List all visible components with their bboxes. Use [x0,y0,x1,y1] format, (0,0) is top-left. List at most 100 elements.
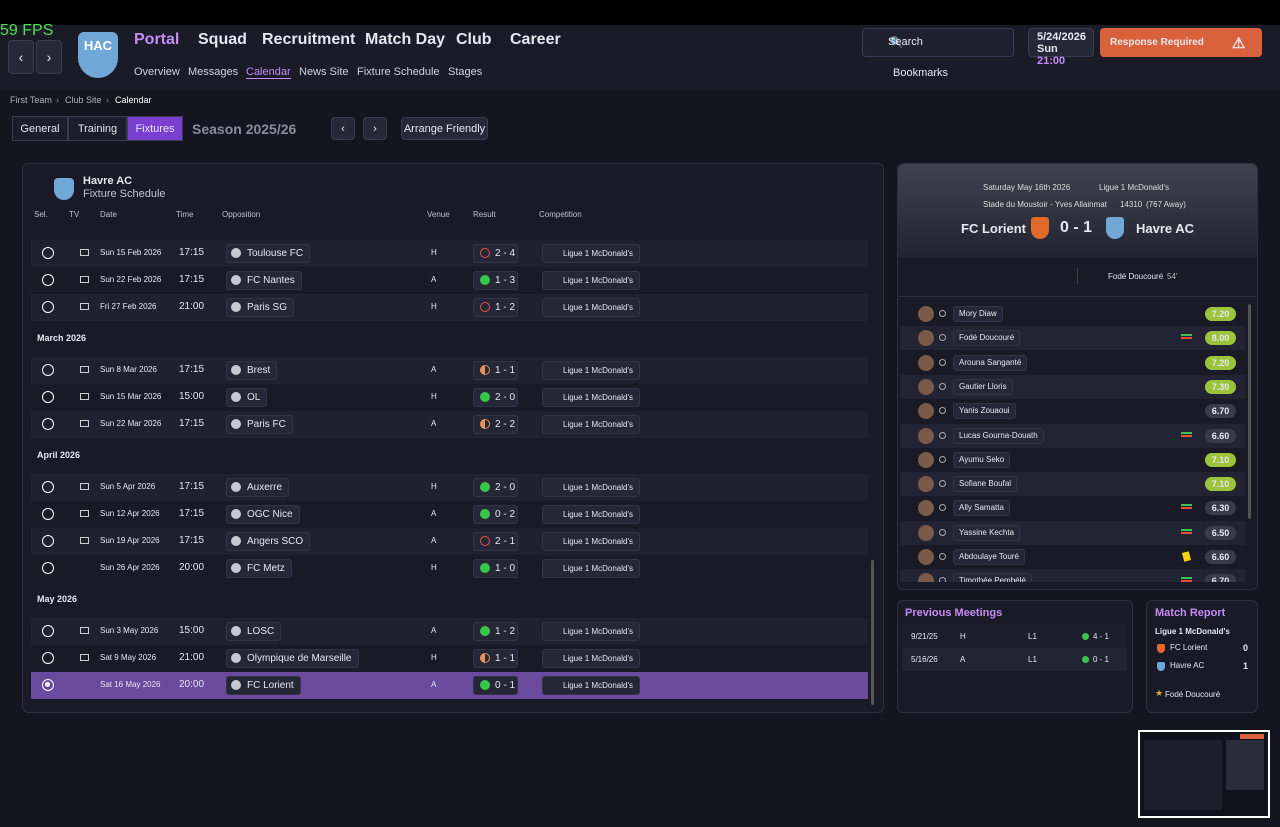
select-radio[interactable] [42,625,54,637]
venue: A [431,365,437,374]
opponent-chip[interactable]: Olympique de Marseille [226,649,359,668]
menu-item[interactable]: Portal [134,31,180,48]
submenu-item[interactable]: Overview [134,66,180,78]
fixture-row[interactable] [31,501,868,528]
player-row[interactable]: Ally Samatta 6.30 [900,496,1245,520]
prev-season[interactable]: ‹ [331,117,355,140]
select-radio[interactable] [42,418,54,430]
next-season[interactable]: › [363,117,387,140]
competition-chip[interactable]: Ligue 1 McDonald's [542,478,641,497]
fixture-row[interactable] [31,384,868,411]
menu-item[interactable]: Club [456,31,492,48]
select-radio[interactable] [42,274,54,286]
select-radio[interactable] [42,481,54,493]
fixture-row[interactable] [31,672,868,699]
competition-chip[interactable]: Ligue 1 McDonald's [542,271,641,290]
player-row[interactable]: Yassine Kechta 6.50 [900,520,1245,545]
tab[interactable]: Training [68,116,127,141]
player-row[interactable]: Gautier Lloris 7.30 [900,374,1245,399]
arrange-friendly[interactable]: Arrange Friendly [401,117,488,140]
select-radio[interactable] [42,679,54,691]
opponent-chip[interactable]: FC Nantes [226,271,302,290]
fixture-row[interactable] [31,294,868,321]
opponent-chip[interactable]: Paris FC [226,415,293,434]
alert-button[interactable]: Response Required ⚠ [1100,28,1262,57]
competition-chip[interactable]: Ligue 1 McDonald's [542,298,641,317]
submenu-item[interactable]: Stages [448,66,483,78]
competition-chip[interactable]: Ligue 1 McDonald's [542,532,641,551]
select-radio[interactable] [42,364,54,376]
select-radio[interactable] [42,508,54,520]
tab[interactable]: Fixtures [127,116,183,141]
competition-chip[interactable]: Ligue 1 McDonald's [542,415,641,434]
fixture-row[interactable] [31,240,868,267]
fixture-row[interactable] [31,267,868,294]
player-row[interactable]: Mory Diaw 7.20 [900,302,1245,326]
back-button[interactable]: ‹ [8,40,34,74]
submenu-item[interactable]: Fixture Schedule [357,66,440,78]
date: Sat 16 May 2026 [100,680,161,689]
menu-item[interactable]: Match Day [365,31,446,48]
player-row[interactable]: Lucas Gourna-Douath 6.60 [900,423,1245,448]
breadcrumb-item[interactable]: First Team [10,95,52,105]
competition-chip[interactable]: Ligue 1 McDonald's [542,649,641,668]
opponent-chip[interactable]: Paris SG [226,298,295,317]
select-radio[interactable] [42,301,54,313]
select-radio[interactable] [42,247,54,259]
opponent-chip[interactable]: Toulouse FC [226,244,311,263]
player-row[interactable]: Ayumu Seko 7.10 [900,448,1245,472]
date-box[interactable]: 5/24/2026 Sun 21:00 [1028,28,1094,67]
competition-chip[interactable]: Ligue 1 McDonald's [542,244,641,263]
fixture-row[interactable] [31,357,868,384]
competition-chip[interactable]: Ligue 1 McDonald's [542,388,641,407]
select-radio[interactable] [42,391,54,403]
submenu-item[interactable]: Calendar [246,66,291,79]
select-radio[interactable] [42,562,54,574]
meeting-row[interactable] [902,648,1127,671]
player-row[interactable]: Timothée Pembélé 6.70 [900,569,1245,582]
home-team[interactable]: FC Lorient [961,221,1026,236]
select-radio[interactable] [42,535,54,547]
competition-chip[interactable]: Ligue 1 McDonald's [542,505,641,524]
fixture-row[interactable] [31,555,868,582]
fixture-row[interactable] [31,474,868,501]
competition-chip[interactable]: Ligue 1 McDonald's [542,361,641,380]
competition-chip[interactable]: Ligue 1 McDonald's [542,622,641,641]
opponent-chip[interactable]: OGC Nice [226,505,300,524]
season[interactable]: Season 2025/26 [192,121,297,137]
player-row[interactable]: Sofiane Boufal 7.10 [900,472,1245,497]
fixture-row[interactable] [31,528,868,555]
opponent-chip[interactable]: Brest [226,361,278,380]
fixture-row[interactable] [31,618,868,645]
player-row[interactable]: Arouna Sanganté 7.20 [900,351,1245,375]
meeting-row[interactable] [902,625,1127,648]
player-row[interactable]: Abdoulaye Touré 6.60 [900,545,1245,569]
fixture-row[interactable] [31,411,868,438]
player-row[interactable]: Yanis Zouaoui 6.70 [900,399,1245,423]
tab[interactable]: General [12,116,68,141]
player-row[interactable]: Fodé Doucouré 8.00 [900,326,1245,351]
sub-icon [1181,334,1192,340]
minimap[interactable] [1138,730,1270,818]
search-box[interactable]: 🔍 [862,28,1014,57]
breadcrumb-item[interactable]: Club Site [65,95,102,105]
away-team[interactable]: Havre AC [1136,221,1195,236]
select-radio[interactable] [42,652,54,664]
menu-item[interactable]: Career [510,31,561,48]
fixture-row[interactable] [31,645,868,672]
competition-chip[interactable]: Ligue 1 McDonald's [542,559,641,578]
submenu-item[interactable]: News Site [299,66,349,78]
club-badge[interactable]: HAC [78,32,118,78]
menu-item[interactable]: Recruitment [262,31,356,48]
opponent-chip[interactable]: Angers SCO [226,532,311,551]
bookmarks[interactable]: Bookmarks [893,67,949,79]
opponent-chip[interactable]: FC Lorient [226,676,301,695]
opponent-chip[interactable]: FC Metz [226,559,292,578]
menu-item[interactable]: Squad [198,31,247,48]
forward-button[interactable]: › [36,40,62,74]
report-panel [1146,600,1258,713]
submenu-item[interactable]: Messages [188,66,239,78]
opponent-chip[interactable]: Auxerre [226,478,290,497]
competition-chip[interactable]: Ligue 1 McDonald's [542,676,641,695]
search-label[interactable]: Search [888,36,923,48]
